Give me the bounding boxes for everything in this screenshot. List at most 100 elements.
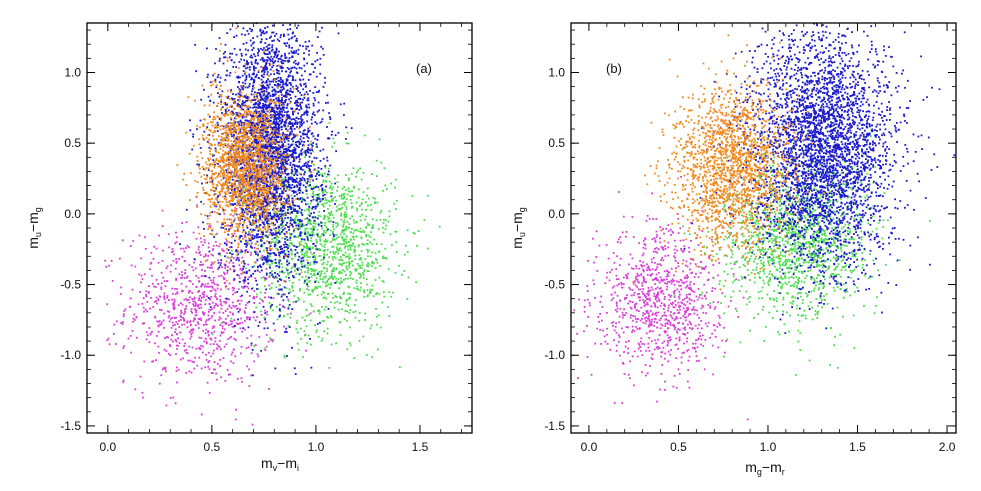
panel-a-point [282, 161, 285, 164]
panel-a-point [340, 280, 343, 283]
panel-a-point [331, 198, 333, 201]
panel-a-point [292, 289, 294, 292]
panel-a-point [181, 276, 184, 279]
panel-a-point [307, 232, 309, 235]
panel-a-point [356, 171, 358, 174]
panel-a-point [303, 330, 306, 333]
panel-a-point [202, 284, 204, 286]
panel-a-point [287, 325, 290, 327]
panel-a-point [316, 233, 319, 236]
panel-a-point [274, 104, 277, 107]
panel-a-point [252, 47, 255, 49]
panel-a-point [259, 264, 261, 267]
panel-a-point [256, 62, 259, 65]
panel-a-point [296, 342, 299, 345]
panel-a-point [283, 159, 286, 162]
panel-a-point [278, 170, 280, 173]
panel-a-point [279, 89, 282, 92]
panel-a-point [242, 229, 245, 232]
panel-a-point [277, 187, 279, 190]
panel-a-point [192, 303, 195, 305]
panel-a-point [348, 223, 351, 225]
panel-a-point [222, 250, 225, 252]
panel-a-point [301, 219, 303, 222]
panel-a-point [202, 296, 205, 299]
panel-a-point [312, 150, 314, 153]
panel-a-point [352, 278, 354, 280]
panel-a-point [282, 81, 285, 84]
panel-a-point [313, 272, 316, 275]
panel-a-point [157, 345, 160, 348]
panel-a-point [161, 368, 164, 371]
panel-a-point [289, 178, 292, 181]
panel-a-point [343, 318, 346, 320]
panel-a-point [376, 175, 378, 177]
panel-a-point [175, 333, 178, 336]
panel-a-point [317, 335, 320, 338]
panel-a-point [273, 136, 276, 139]
panel-a-point [247, 63, 249, 65]
panel-a-point [316, 294, 319, 297]
panel-a-point [296, 319, 299, 322]
panel-a-point [306, 133, 308, 136]
panel-a-point [262, 102, 264, 105]
panel-a-point [292, 160, 295, 163]
panel-a-point [160, 323, 163, 326]
panel-a-point [224, 318, 227, 320]
panel-a-point [314, 205, 317, 208]
panel-a-point [276, 55, 279, 58]
panel-a-point [275, 261, 277, 264]
panel-a-point [269, 141, 272, 144]
panel-a-point [311, 290, 314, 293]
panel-a-point [122, 381, 125, 384]
panel-a-point [145, 338, 148, 341]
panel-a-point [176, 344, 178, 347]
panel-a-point [244, 95, 247, 98]
panel-a-point [302, 198, 305, 201]
panel-a-point [236, 291, 239, 293]
panel-a-point [227, 314, 229, 317]
panel-a-point [278, 240, 281, 242]
panel-a-point [337, 208, 340, 210]
panel-a-point [377, 228, 380, 230]
panel-a-point [230, 255, 233, 258]
panel-a-point [188, 331, 191, 333]
panel-a-point [271, 340, 274, 343]
panel-a-point [288, 90, 291, 93]
panel-a-point [293, 118, 296, 121]
panel-a-point [257, 142, 259, 144]
panel-a-point [238, 259, 240, 262]
panel-a-point [227, 298, 230, 300]
panel-a-point [297, 348, 300, 351]
panel-a-point [290, 243, 293, 245]
panel-a-point [323, 255, 326, 257]
panel-a-point [122, 347, 125, 349]
panel-a-point [371, 218, 374, 221]
panel-a-point [284, 241, 287, 243]
panel-a-point [359, 257, 362, 259]
panel-a-point [223, 56, 225, 59]
panel-a-point [369, 236, 372, 238]
panel-a-point [309, 143, 312, 145]
panel-a-point [254, 140, 257, 142]
panel-a-point [188, 301, 191, 304]
panel-a-point [266, 220, 269, 223]
panel-a-point [255, 209, 258, 212]
panel-a-point [252, 219, 254, 222]
panel-a-point [235, 93, 237, 96]
panel-a-point [292, 300, 295, 303]
panel-a-point [304, 150, 307, 152]
panel-a-point [290, 257, 293, 260]
panel-a-point [266, 255, 269, 257]
panel-a-point [329, 234, 331, 236]
panel-a-point [271, 196, 273, 198]
panel-a-point [218, 60, 221, 62]
panel-a-point [318, 30, 321, 33]
panel-a-point [305, 325, 308, 328]
panel-a-point [312, 198, 315, 201]
panel-a-point [234, 339, 237, 341]
panel-a-point [395, 208, 397, 210]
panel-a-point [400, 273, 403, 276]
panel-a-point [231, 224, 233, 226]
panel-a-point [321, 320, 324, 323]
